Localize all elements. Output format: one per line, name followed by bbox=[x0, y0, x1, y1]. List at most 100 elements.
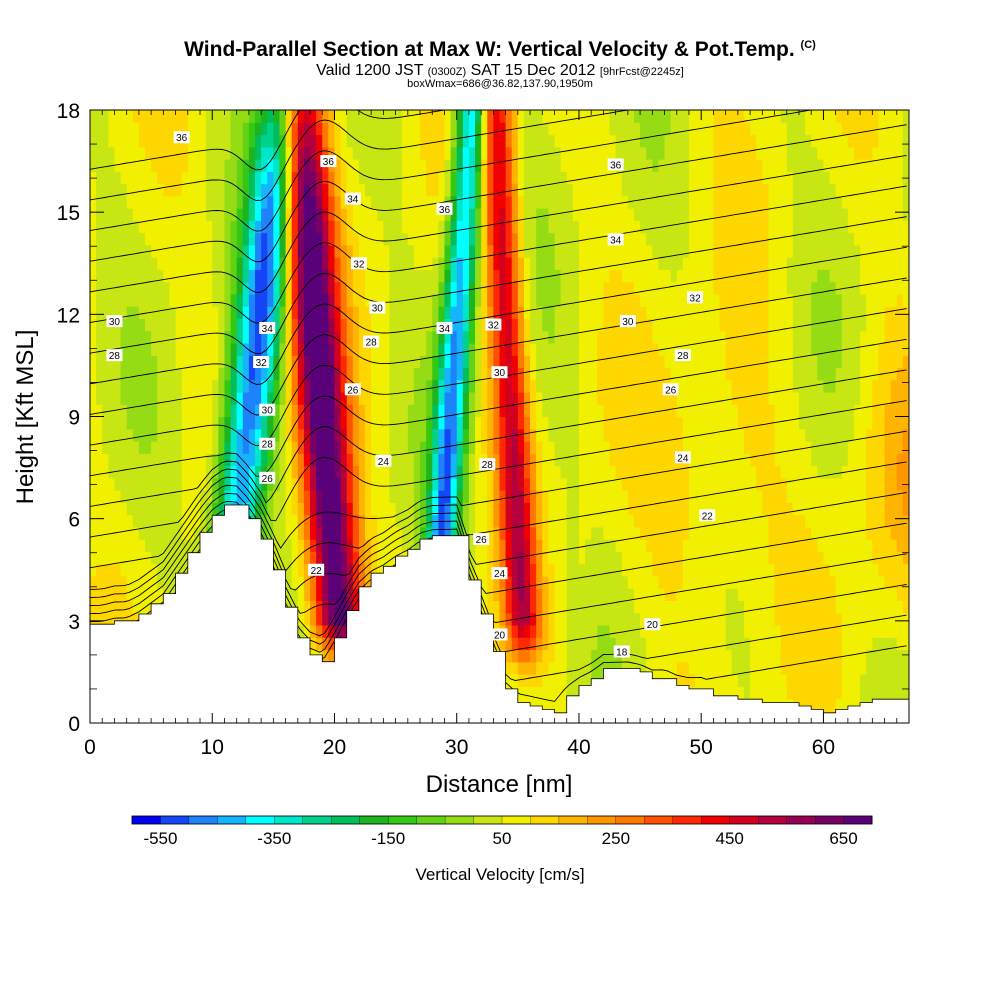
velocity-cell bbox=[328, 281, 336, 295]
velocity-cell bbox=[358, 244, 366, 258]
velocity-cell bbox=[218, 134, 226, 148]
velocity-cell bbox=[108, 306, 116, 320]
velocity-cell bbox=[438, 220, 446, 234]
velocity-cell bbox=[633, 465, 641, 479]
velocity-cell bbox=[499, 539, 507, 552]
velocity-cell bbox=[420, 379, 427, 393]
velocity-cell bbox=[316, 477, 323, 491]
velocity-cell bbox=[126, 159, 134, 172]
velocity-cell bbox=[346, 367, 354, 381]
velocity-cell bbox=[572, 588, 580, 601]
velocity-cell bbox=[413, 465, 421, 479]
velocity-cell bbox=[572, 306, 580, 320]
velocity-cell bbox=[560, 502, 568, 516]
velocity-cell bbox=[297, 330, 305, 344]
velocity-cell bbox=[145, 318, 152, 332]
velocity-cell bbox=[530, 257, 537, 270]
velocity-cell bbox=[426, 416, 433, 430]
velocity-cell bbox=[120, 208, 128, 221]
velocity-cell bbox=[163, 342, 171, 356]
velocity-cell bbox=[499, 379, 507, 393]
velocity-cell bbox=[334, 355, 342, 369]
velocity-cell bbox=[676, 563, 684, 577]
velocity-cell bbox=[621, 526, 629, 540]
velocity-cell bbox=[420, 453, 427, 467]
velocity-cell bbox=[371, 391, 378, 405]
velocity-cell bbox=[334, 600, 342, 614]
velocity-cell bbox=[450, 183, 458, 197]
velocity-cell bbox=[523, 502, 531, 516]
velocity-cell bbox=[193, 428, 201, 442]
velocity-cell bbox=[157, 490, 164, 503]
velocity-cell bbox=[175, 416, 183, 430]
velocity-cell bbox=[145, 588, 152, 601]
velocity-cell bbox=[310, 490, 317, 503]
velocity-cell bbox=[218, 159, 226, 172]
velocity-cell bbox=[346, 293, 354, 307]
velocity-cell bbox=[597, 122, 604, 136]
velocity-cell bbox=[438, 110, 446, 123]
velocity-cell bbox=[640, 208, 647, 221]
velocity-cell bbox=[444, 367, 452, 381]
velocity-cell bbox=[334, 342, 342, 356]
velocity-cell bbox=[664, 563, 672, 577]
velocity-cell bbox=[468, 110, 476, 111]
velocity-cell bbox=[420, 171, 427, 185]
velocity-cell bbox=[285, 563, 293, 577]
velocity-cell bbox=[481, 379, 488, 393]
velocity-cell bbox=[652, 502, 660, 516]
velocity-cell bbox=[646, 391, 653, 405]
velocity-cell bbox=[456, 514, 464, 528]
velocity-cell bbox=[578, 367, 586, 381]
velocity-cell bbox=[206, 146, 213, 160]
velocity-cell bbox=[554, 502, 562, 516]
velocity-cell bbox=[487, 428, 494, 442]
velocity-cell bbox=[407, 232, 415, 246]
velocity-cell bbox=[609, 183, 617, 197]
velocity-cell bbox=[145, 330, 152, 344]
velocity-cell bbox=[145, 502, 152, 516]
velocity-cell bbox=[536, 110, 543, 111]
velocity-cell bbox=[114, 281, 122, 295]
velocity-cell bbox=[585, 257, 592, 270]
velocity-cell bbox=[102, 588, 109, 601]
velocity-cell bbox=[138, 220, 146, 234]
velocity-cell bbox=[218, 183, 226, 197]
velocity-cell bbox=[640, 159, 647, 172]
velocity-cell bbox=[597, 514, 604, 528]
velocity-cell bbox=[279, 379, 287, 393]
velocity-cell bbox=[554, 110, 562, 123]
velocity-cell bbox=[212, 232, 219, 246]
velocity-cell bbox=[566, 330, 574, 344]
velocity-cell bbox=[212, 220, 219, 234]
velocity-cell bbox=[157, 355, 164, 369]
velocity-cell bbox=[505, 526, 513, 540]
velocity-cell bbox=[224, 195, 232, 209]
velocity-cell bbox=[120, 318, 128, 332]
velocity-cell bbox=[340, 318, 348, 332]
velocity-cell bbox=[145, 208, 152, 221]
velocity-cell bbox=[560, 146, 568, 160]
velocity-cell bbox=[542, 281, 549, 295]
velocity-cell bbox=[450, 122, 458, 136]
velocity-cell bbox=[181, 477, 189, 491]
velocity-cell bbox=[615, 514, 623, 528]
velocity-cell bbox=[383, 318, 391, 332]
velocity-cell bbox=[615, 183, 623, 197]
velocity-cell bbox=[481, 563, 488, 577]
velocity-cell bbox=[340, 110, 348, 123]
velocity-cell bbox=[621, 490, 629, 503]
velocity-cell bbox=[530, 416, 537, 430]
velocity-cell bbox=[151, 232, 158, 246]
velocity-cell bbox=[450, 441, 458, 454]
velocity-cell bbox=[242, 404, 250, 418]
velocity-cell bbox=[334, 220, 342, 234]
velocity-cell bbox=[505, 318, 513, 332]
velocity-cell bbox=[224, 134, 232, 148]
velocity-cell bbox=[297, 563, 305, 577]
velocity-cell bbox=[181, 514, 189, 528]
velocity-cell bbox=[530, 673, 537, 687]
velocity-cell bbox=[523, 244, 531, 258]
velocity-cell bbox=[420, 257, 427, 270]
velocity-cell bbox=[163, 220, 171, 234]
